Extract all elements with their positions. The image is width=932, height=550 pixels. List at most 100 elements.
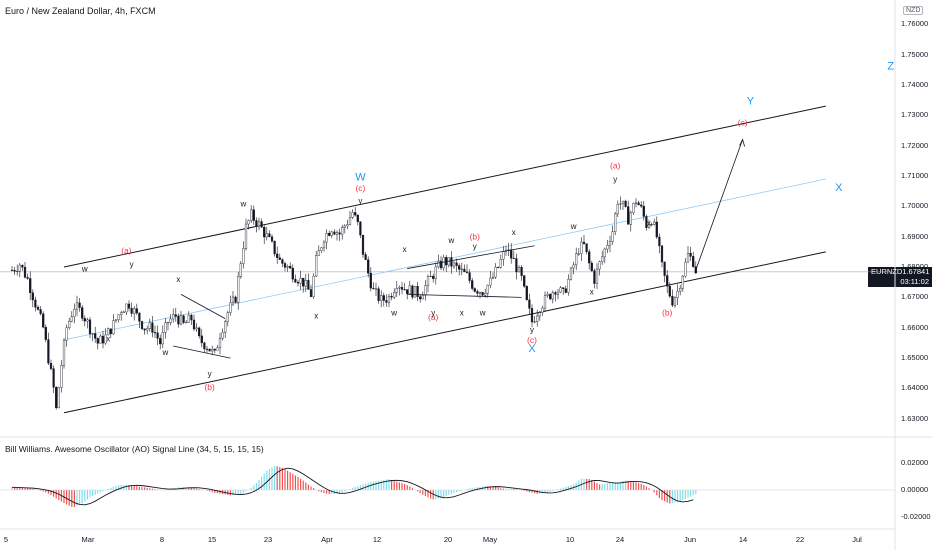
candle-body (411, 285, 414, 298)
candle-body (29, 278, 32, 293)
candle-body (291, 267, 294, 280)
candle-body (606, 245, 609, 250)
candle-body (127, 303, 131, 309)
candle-body (315, 255, 318, 277)
wave-label: X (528, 343, 536, 355)
candle-body (629, 212, 632, 225)
sub-wave-label: w (81, 265, 88, 274)
sub-wave-label: y (130, 260, 134, 269)
candle-body (203, 342, 206, 350)
candle-body (244, 223, 248, 249)
candle-body (660, 245, 664, 263)
candle-body (559, 287, 562, 293)
candle-body (361, 234, 365, 255)
candle-body (166, 322, 170, 324)
candle-body (668, 285, 671, 297)
candle-body (356, 214, 359, 222)
sub-wave-label: y (431, 309, 435, 318)
candle-body (221, 332, 224, 339)
candle-body (330, 231, 333, 236)
candle-body (614, 213, 617, 232)
candle-body (463, 268, 466, 273)
candle-body (270, 236, 274, 242)
candle-body (218, 338, 222, 349)
candle-body (62, 340, 66, 366)
candle-body (621, 200, 625, 204)
candle-body (169, 318, 172, 323)
candle-body (374, 288, 378, 290)
candle-body (395, 288, 398, 293)
candle-body (403, 289, 406, 291)
candle-body (57, 387, 60, 409)
pattern-line (180, 294, 226, 319)
candle-body (174, 314, 177, 317)
candle-body (195, 327, 198, 330)
candle-body (437, 261, 440, 268)
candle-body (645, 216, 648, 228)
candle-body (252, 209, 255, 221)
ao-tick: 0.00000 (901, 485, 929, 494)
candle-body (177, 316, 180, 325)
projection-arrowhead (739, 138, 745, 147)
candle-body (434, 266, 437, 279)
candle-body (528, 299, 531, 309)
time-tick: Jul (852, 535, 862, 544)
candle-body (276, 253, 279, 258)
symbol-title[interactable]: Euro / New Zealand Dollar, 4h, FXCM (5, 6, 156, 16)
candle-body (390, 296, 393, 298)
candle-body (283, 263, 287, 268)
candle-body (439, 261, 443, 269)
candle-body (679, 287, 682, 292)
candle-body (335, 232, 339, 235)
time-tick: 10 (565, 535, 575, 544)
candle-body (541, 307, 544, 313)
candle-body (372, 287, 375, 290)
price-tick: 1.63000 (901, 413, 929, 423)
candle-body (263, 227, 266, 238)
time-tick: May (482, 535, 498, 544)
candle-body (429, 275, 432, 277)
time-tick: 20 (443, 535, 453, 544)
candle-body (580, 241, 583, 254)
time-tick: Apr (321, 535, 333, 544)
channel-lower-line (63, 251, 826, 414)
sub-wave-label: w (240, 199, 247, 208)
candle-body (551, 292, 554, 300)
candle-body (450, 257, 453, 267)
sub-wave-label: x (460, 309, 464, 318)
candle-body (400, 287, 404, 290)
candle-body (564, 288, 567, 293)
price-tick: 1.69000 (901, 231, 929, 241)
wave-label: (a) (610, 160, 621, 170)
candle-body (190, 314, 193, 321)
candle-body (294, 278, 297, 283)
time-tick: 14 (738, 535, 748, 544)
candle-body (143, 328, 146, 331)
candle-body (78, 302, 81, 308)
candle-body (585, 243, 588, 253)
candle-body (320, 247, 323, 251)
candle-body (156, 332, 159, 339)
candle-body (60, 365, 63, 388)
indicator-title[interactable]: Bill Williams. Awesome Oscillator (AO) S… (5, 444, 264, 454)
candle-body (226, 312, 229, 322)
candle-body (109, 328, 112, 335)
candle-body (663, 261, 666, 276)
candle-body (239, 263, 242, 277)
candle-body (185, 322, 188, 324)
candle-body (159, 338, 162, 345)
ao-tick: 0.02000 (901, 457, 929, 467)
candle-body (208, 348, 211, 352)
candle-body (567, 279, 570, 293)
candle-body (408, 285, 411, 294)
price-tick: 1.76000 (901, 19, 929, 29)
candle-body (502, 251, 505, 260)
candle-body (242, 248, 245, 264)
candle-body (460, 268, 463, 270)
currency-label[interactable]: NZD (903, 6, 924, 15)
candle-body (419, 296, 422, 300)
candle-body (18, 264, 21, 272)
candle-body (517, 267, 521, 273)
candle-body (289, 265, 292, 269)
